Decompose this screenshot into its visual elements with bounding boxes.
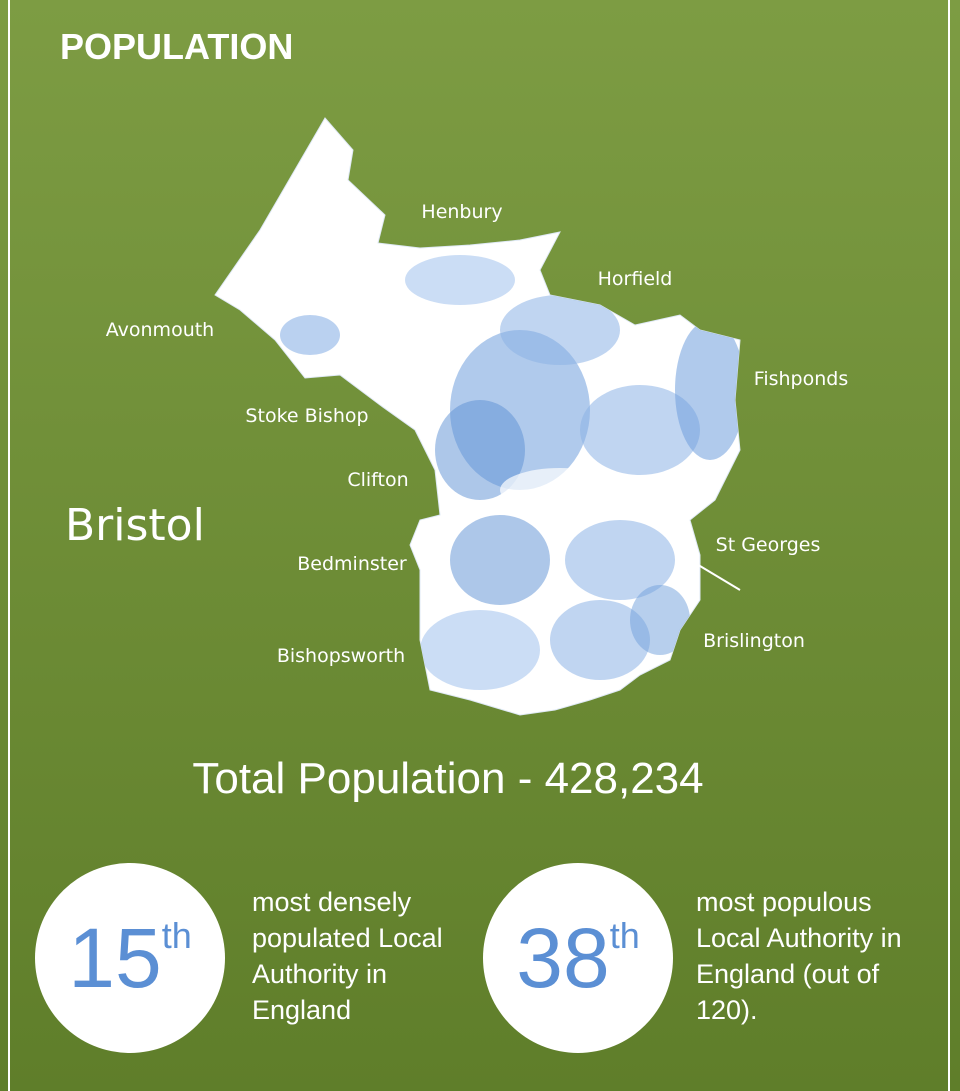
- frame-line: [8, 0, 10, 1091]
- map-label: Bishopsworth: [276, 645, 406, 667]
- river: [689, 559, 741, 591]
- map-label: Fishponds: [753, 368, 849, 390]
- rank-suffix: th: [161, 915, 192, 956]
- density-areas: [280, 255, 740, 690]
- city-name: Bristol: [65, 500, 205, 551]
- map-label: Henbury: [421, 201, 503, 223]
- rank-description: most populous Local Authority in England…: [696, 887, 902, 1025]
- rank-suffix: th: [609, 915, 640, 956]
- frame-line: [948, 0, 950, 1091]
- title: POPULATION: [60, 26, 294, 67]
- rank-description: most densely populated Local Authority i…: [252, 887, 443, 1025]
- total-population: Total Population - 428,234: [192, 754, 704, 803]
- map-label: Stoke Bishop: [245, 405, 369, 427]
- map-label: Horfield: [597, 268, 673, 290]
- map-label: St Georges: [715, 534, 821, 556]
- rank-number: 15: [68, 910, 162, 1005]
- map-label: Bedminster: [297, 553, 407, 575]
- map-label: Clifton: [347, 469, 409, 491]
- rank-number: 38: [516, 910, 610, 1005]
- map-label: Avonmouth: [105, 319, 215, 341]
- map-label: Brislington: [703, 630, 805, 652]
